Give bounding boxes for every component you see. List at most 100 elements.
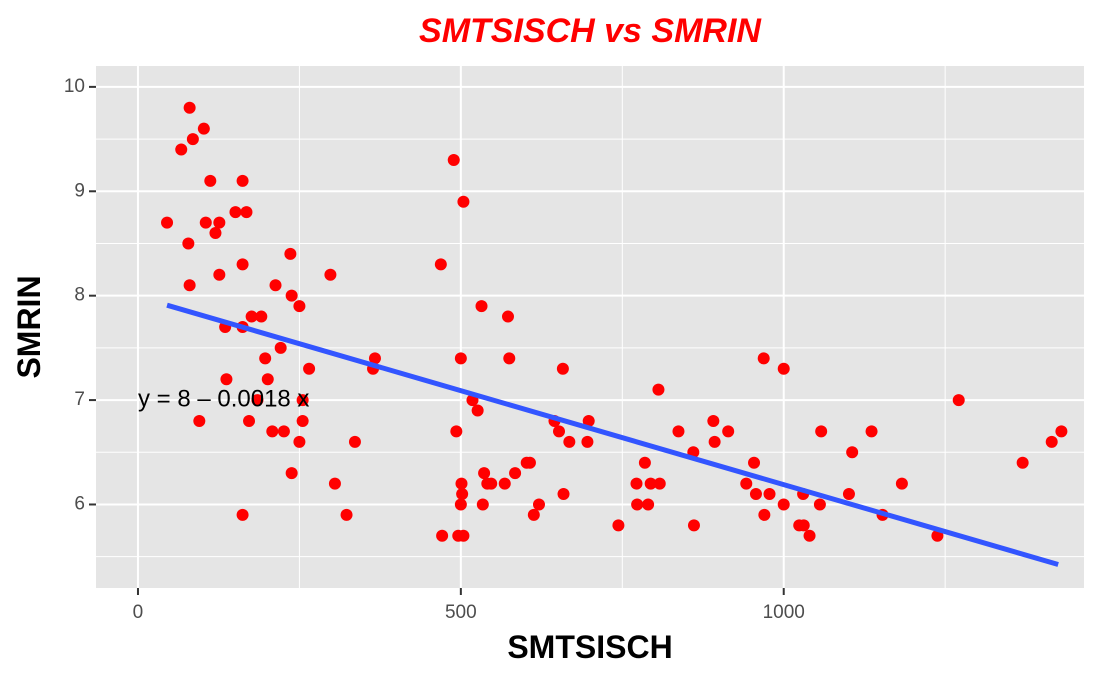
data-point (485, 477, 498, 490)
data-point (447, 153, 460, 166)
data-point (1055, 425, 1068, 438)
x-axis-title: SMTSISCH (507, 629, 672, 665)
data-point (763, 488, 776, 501)
data-point (687, 519, 700, 532)
data-point (644, 477, 657, 490)
data-point (255, 310, 268, 323)
data-point (236, 174, 249, 187)
data-point (457, 529, 470, 542)
data-point (236, 258, 249, 271)
data-point (293, 300, 306, 313)
data-point (436, 529, 449, 542)
data-point (652, 383, 665, 396)
data-point (813, 498, 826, 511)
data-point (204, 174, 217, 187)
data-point (865, 425, 878, 438)
data-point (251, 394, 264, 407)
data-point (707, 414, 720, 427)
data-point (434, 258, 447, 271)
data-point (454, 498, 467, 511)
data-point (642, 498, 655, 511)
x-axis-ticks: 0 500 1000 (133, 588, 805, 623)
data-point (638, 456, 651, 469)
data-point (503, 352, 516, 365)
data-point (895, 477, 908, 490)
data-point (527, 508, 540, 521)
data-point (456, 488, 469, 501)
data-points (161, 101, 1068, 542)
data-point (523, 456, 536, 469)
data-point (557, 488, 570, 501)
data-point (348, 435, 361, 448)
regression-equation: y = 8 – 0.0018 x (138, 385, 309, 412)
data-point (630, 477, 643, 490)
data-point (243, 414, 256, 427)
data-point (368, 352, 381, 365)
data-point (749, 488, 762, 501)
data-point (478, 467, 491, 480)
data-point (296, 394, 309, 407)
data-point (220, 373, 233, 386)
x-tick-label: 500 (445, 602, 477, 623)
data-point (581, 435, 594, 448)
data-point (454, 352, 467, 365)
minor-gridlines (96, 66, 1084, 588)
data-point (284, 247, 297, 260)
y-tick-label: 8 (74, 285, 85, 306)
data-point (340, 508, 353, 521)
data-point (582, 414, 595, 427)
data-point (722, 425, 735, 438)
data-point (183, 101, 196, 114)
data-point (740, 477, 753, 490)
data-point (653, 477, 666, 490)
y-tick-label: 10 (64, 76, 85, 97)
data-point (509, 467, 522, 480)
data-point (245, 310, 258, 323)
data-point (193, 414, 206, 427)
data-point (175, 143, 188, 156)
regression-line (166, 302, 1059, 567)
data-point (498, 477, 511, 490)
data-point (183, 279, 196, 292)
data-point (240, 206, 253, 219)
data-point (556, 362, 569, 375)
data-point (269, 279, 282, 292)
data-point (236, 508, 249, 521)
data-point (328, 477, 341, 490)
data-point (182, 237, 195, 250)
data-point (748, 456, 761, 469)
data-point (952, 394, 965, 407)
data-point (563, 435, 576, 448)
y-axis-title: SMRIN (11, 275, 47, 378)
data-point (631, 498, 644, 511)
data-point (612, 519, 625, 532)
data-point (846, 446, 859, 459)
y-tick-label: 9 (74, 180, 85, 201)
data-point (471, 404, 484, 417)
data-point (758, 508, 771, 521)
data-point (186, 133, 199, 146)
data-point (274, 341, 287, 354)
chart-title: SMTSISCH vs SMRIN (419, 12, 762, 50)
data-point (213, 268, 226, 281)
data-point (532, 498, 545, 511)
data-point (708, 435, 721, 448)
data-point (259, 352, 272, 365)
data-point (285, 289, 298, 302)
data-point (261, 373, 274, 386)
data-point (199, 216, 212, 229)
data-point (324, 268, 337, 281)
data-point (293, 435, 306, 448)
data-point (277, 425, 290, 438)
data-point (296, 414, 309, 427)
y-tick-label: 6 (74, 493, 85, 514)
data-point (266, 425, 279, 438)
data-point (672, 425, 685, 438)
data-point (842, 488, 855, 501)
data-point (815, 425, 828, 438)
y-tick-label: 7 (74, 389, 85, 410)
data-point (553, 425, 566, 438)
x-tick-label: 0 (133, 602, 144, 623)
data-point (1016, 456, 1029, 469)
